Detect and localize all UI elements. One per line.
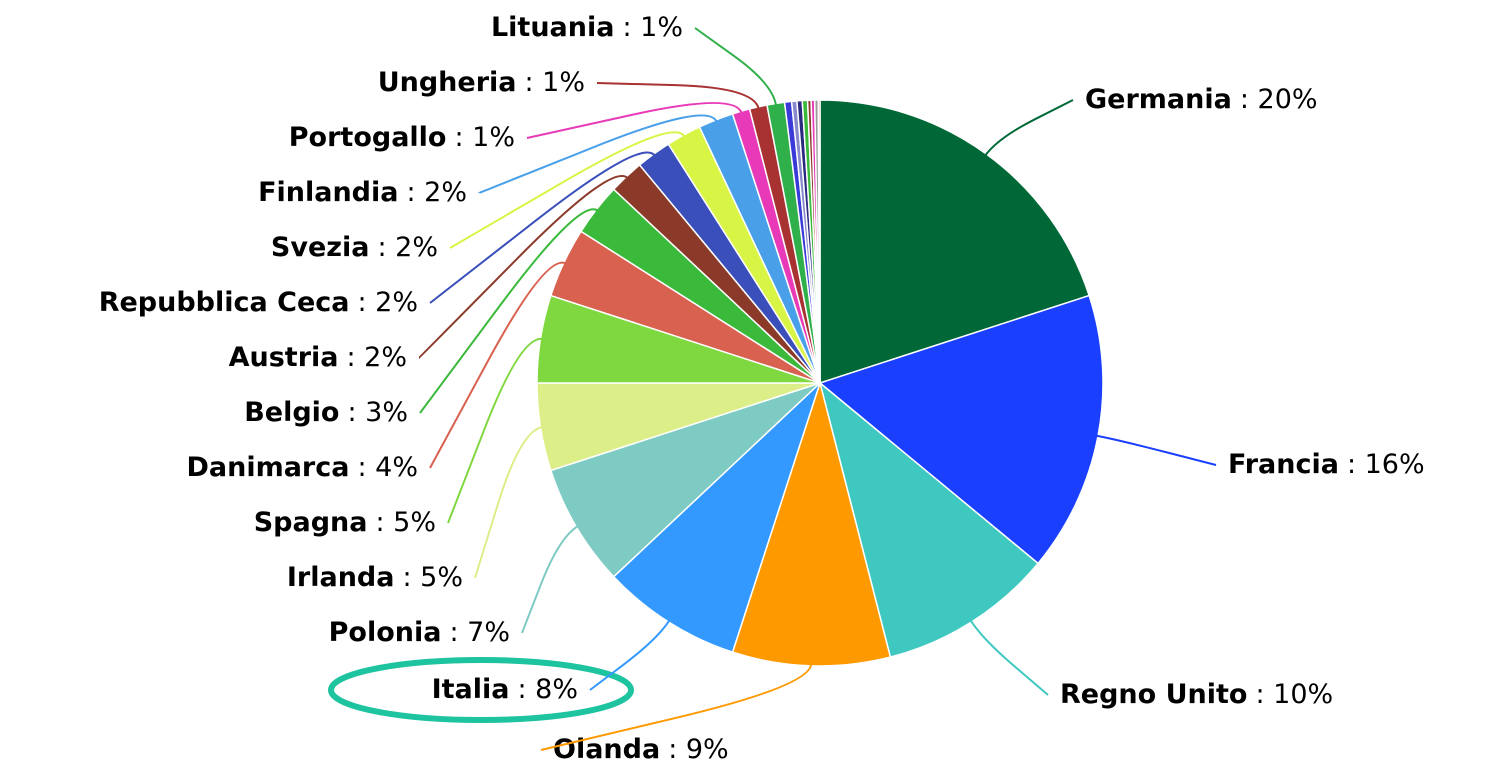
slice-label: Olanda : 9% — [553, 734, 729, 764]
slice-value: : 1% — [524, 67, 585, 98]
slice-label: Belgio : 3% — [244, 397, 408, 428]
slice-label: Francia : 16% — [1228, 449, 1425, 480]
slice-name: Polonia — [329, 617, 442, 648]
leader-line — [418, 174, 629, 359]
slice-name: Svezia — [271, 232, 370, 263]
slice-label: Finlandia : 2% — [258, 177, 467, 208]
slice-label: Regno Unito : 10% — [1060, 679, 1333, 710]
slice-label: Svezia: 2% — [271, 232, 438, 263]
slice-value: : 3% — [347, 397, 408, 428]
leader-line — [596, 82, 760, 110]
slice-name: Austria — [229, 342, 339, 373]
slice-value: : 5% — [375, 507, 436, 538]
slice-value: : 8% — [517, 674, 578, 705]
slice-label: Germania : 20% — [1085, 84, 1318, 115]
leader-line — [1095, 434, 1217, 466]
slice-value: : 2% — [377, 232, 438, 263]
slice-name: Irlanda — [287, 562, 395, 593]
slice-name: Germania — [1085, 84, 1232, 115]
leader-line — [694, 27, 778, 106]
slice-name: Repubblica Ceca — [99, 287, 350, 318]
slice-label: Polonia: 7% — [329, 617, 510, 648]
slice-name: Spagna — [254, 507, 368, 538]
slice-value: : 2% — [406, 177, 467, 208]
pie-slice — [817, 99, 821, 384]
slice-label: Austria: 2% — [229, 342, 407, 373]
leader-line — [419, 208, 599, 414]
slice-value: : 1% — [454, 122, 515, 153]
leader-line — [447, 338, 543, 524]
slice-label: Italia: 8% — [432, 674, 578, 705]
slice-name: Belgio — [244, 397, 339, 428]
leader-line — [984, 99, 1074, 157]
slice-value: : 20% — [1240, 84, 1318, 115]
slice-value: : 1% — [622, 12, 683, 43]
slice-label: Spagna: 5% — [254, 507, 436, 538]
slice-name: Finlandia — [258, 177, 398, 208]
leader-line — [429, 151, 656, 304]
slice-label: Danimarca : 4% — [186, 452, 418, 483]
leader-line — [478, 114, 718, 194]
slice-value: : 7% — [449, 617, 510, 648]
highlight-ring — [328, 657, 634, 723]
leader-line — [521, 525, 579, 634]
slice-name: Regno Unito — [1060, 679, 1247, 710]
slice-name: Danimarca — [186, 452, 349, 483]
slice-name: Olanda — [553, 734, 660, 764]
slice-label: Ungheria: 1% — [378, 67, 585, 98]
slice-label: Repubblica Ceca: 2% — [99, 287, 418, 318]
slice-name: Ungheria — [378, 67, 517, 98]
leader-line — [526, 102, 743, 139]
slice-value: : 5% — [402, 562, 463, 593]
slice-label: Portogallo: 1% — [289, 122, 515, 153]
leader-line — [969, 619, 1049, 696]
slice-value: : 4% — [357, 452, 418, 483]
slice-value: : 16% — [1347, 449, 1425, 480]
slice-value: : 2% — [346, 342, 407, 373]
leader-line — [540, 663, 813, 751]
slice-name: Italia — [432, 674, 510, 705]
slice-value: : 2% — [357, 287, 418, 318]
leader-line — [474, 425, 543, 579]
slice-name: Portogallo — [289, 122, 447, 153]
slice-value: : 9% — [668, 734, 729, 764]
leader-line — [449, 131, 686, 249]
slice-name: Lituania — [491, 12, 615, 43]
slice-name: Francia — [1228, 449, 1339, 480]
slice-label: Lituania: 1% — [491, 12, 683, 43]
leader-line — [429, 261, 567, 469]
slice-value: : 10% — [1255, 679, 1333, 710]
slice-label: Irlanda: 5% — [287, 562, 463, 593]
leader-line — [589, 619, 671, 691]
